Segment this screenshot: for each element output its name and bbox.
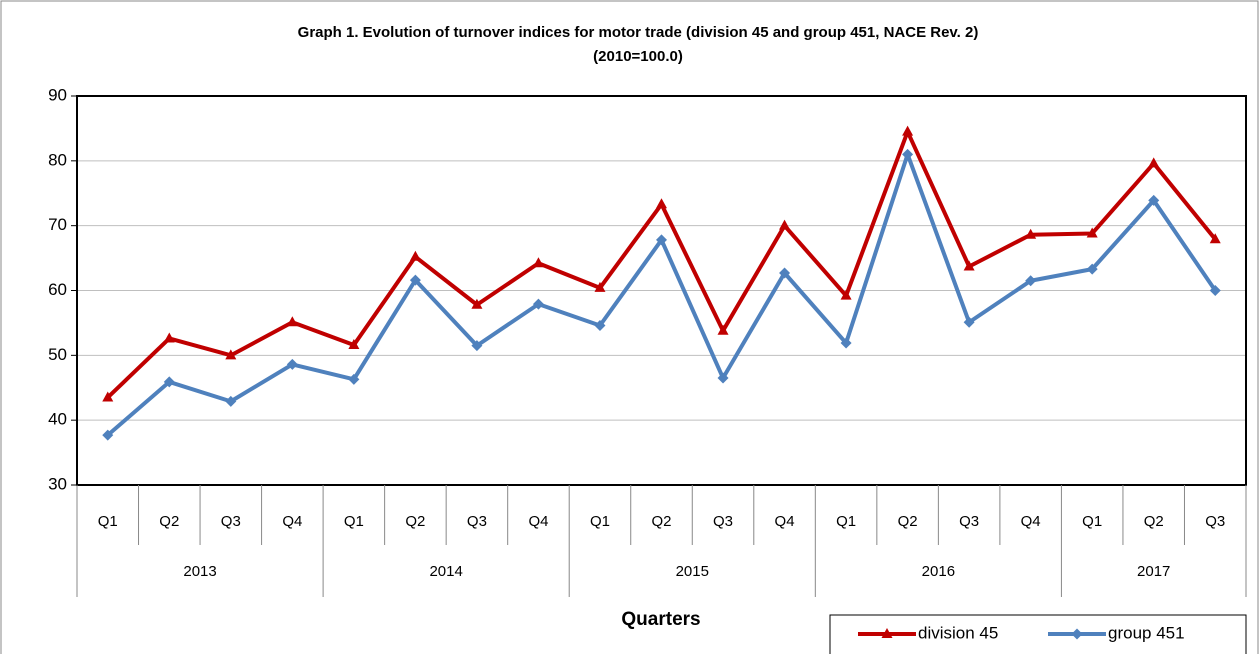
point-marker	[1209, 285, 1221, 296]
point-marker	[717, 324, 729, 335]
year-label: 2015	[676, 563, 709, 580]
x-axis-title: Quarters	[621, 609, 700, 630]
point-marker	[1086, 263, 1098, 275]
x-tick-label: Q2	[159, 513, 179, 530]
point-marker	[656, 234, 667, 246]
point-marker	[594, 281, 606, 292]
y-tick-label: 50	[48, 345, 67, 364]
x-tick-label: Q4	[528, 513, 548, 530]
point-marker	[225, 349, 237, 360]
x-tick-label: Q1	[1082, 513, 1102, 530]
point-marker	[840, 289, 852, 300]
point-marker	[102, 429, 114, 441]
x-tick-label: Q1	[836, 513, 856, 530]
point-marker	[963, 316, 975, 328]
plot-area	[76, 95, 1247, 486]
point-marker	[1086, 227, 1098, 238]
point-marker	[963, 260, 975, 271]
series-line	[106, 152, 1217, 437]
point-marker	[779, 267, 791, 279]
point-marker	[348, 373, 360, 385]
x-tick-label: Q1	[344, 513, 364, 530]
point-marker	[1025, 275, 1037, 287]
x-tick-label: Q3	[713, 513, 733, 530]
y-tick-label: 70	[48, 215, 67, 234]
x-tick-label: Q4	[282, 513, 302, 530]
legend-marker	[881, 628, 893, 638]
chart-subtitle: (2010=100.0)	[593, 48, 683, 65]
point-marker	[1025, 228, 1037, 239]
point-marker	[1209, 233, 1221, 244]
x-tick-label: Q3	[959, 513, 979, 530]
x-tick-label: Q1	[98, 513, 118, 530]
legend-label: division 45	[918, 623, 998, 642]
point-marker	[409, 250, 421, 261]
point-marker	[902, 125, 914, 136]
point-marker	[471, 340, 483, 352]
point-marker	[717, 372, 729, 384]
y-tick-label: 80	[48, 150, 67, 169]
year-label: 2013	[183, 563, 216, 580]
legend-marker	[1071, 628, 1083, 640]
x-tick-label: Q2	[405, 513, 425, 530]
x-tick-label: Q2	[898, 513, 918, 530]
x-tick-label: Q3	[467, 513, 487, 530]
x-tick-label: Q3	[221, 513, 241, 530]
x-tick-label: Q3	[1205, 513, 1225, 530]
point-marker	[902, 148, 914, 160]
point-marker	[1148, 157, 1160, 168]
point-marker	[471, 298, 483, 309]
point-marker	[840, 337, 852, 349]
y-tick-label: 30	[48, 474, 67, 493]
point-marker	[532, 257, 544, 268]
point-marker	[163, 376, 175, 388]
point-marker	[1148, 194, 1160, 206]
point-marker	[286, 316, 298, 327]
y-tick-label: 60	[48, 280, 67, 299]
year-label: 2017	[1137, 563, 1170, 580]
point-marker	[286, 358, 298, 370]
y-tick-label: 90	[48, 85, 67, 104]
year-label: 2014	[429, 563, 462, 580]
point-marker	[656, 198, 667, 209]
x-tick-label: Q2	[1144, 513, 1164, 530]
x-tick-label: Q2	[651, 513, 671, 530]
point-marker	[163, 332, 175, 343]
x-tick-label: Q4	[1021, 513, 1041, 530]
point-marker	[594, 320, 606, 332]
chart-title: Graph 1. Evolution of turnover indices f…	[298, 24, 979, 41]
point-marker	[779, 219, 791, 230]
point-marker	[225, 395, 237, 407]
point-marker	[532, 298, 544, 310]
year-label: 2016	[922, 563, 955, 580]
y-tick-label: 40	[48, 410, 67, 429]
point-marker	[102, 391, 114, 402]
x-tick-label: Q4	[775, 513, 795, 530]
x-tick-label: Q1	[590, 513, 610, 530]
point-marker	[348, 338, 360, 349]
series-line	[106, 129, 1217, 399]
legend-label: group 451	[1108, 623, 1185, 642]
point-marker	[409, 274, 421, 286]
